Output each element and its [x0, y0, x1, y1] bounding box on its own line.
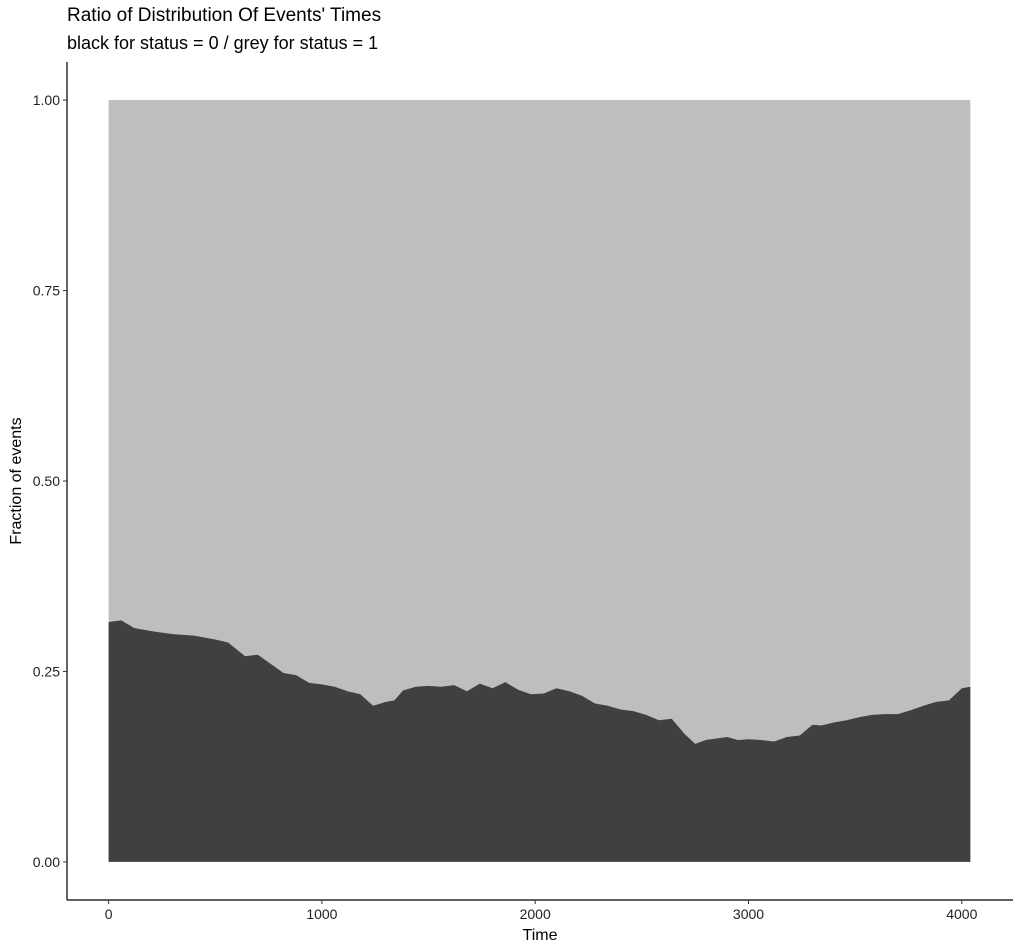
y-tick-label: 1.00 [33, 92, 60, 108]
area-layer [108, 100, 971, 862]
x-tick-label: 2000 [520, 906, 551, 922]
y-tick-label: 0.75 [33, 283, 60, 299]
axes-layer: 0.00 0.25 0.50 0.75 1.00 0 1000 2000 3000 4000 [33, 62, 1013, 922]
x-tick-label: 0 [105, 906, 113, 922]
area-status-0 [108, 620, 971, 862]
y-tick-label: 0.00 [33, 854, 60, 870]
x-tick-label: 4000 [946, 906, 977, 922]
x-axis-label: Time [523, 927, 558, 944]
chart-title: Ratio of Distribution Of Events' Times [67, 5, 382, 26]
x-tick-label: 1000 [306, 906, 337, 922]
y-tick-label: 0.25 [33, 663, 60, 679]
x-tick-label: 3000 [733, 906, 764, 922]
chart-subtitle: black for status = 0 / grey for status =… [67, 33, 379, 53]
y-tick-label: 0.50 [33, 473, 60, 489]
y-axis-label: Fraction of events [8, 417, 25, 544]
